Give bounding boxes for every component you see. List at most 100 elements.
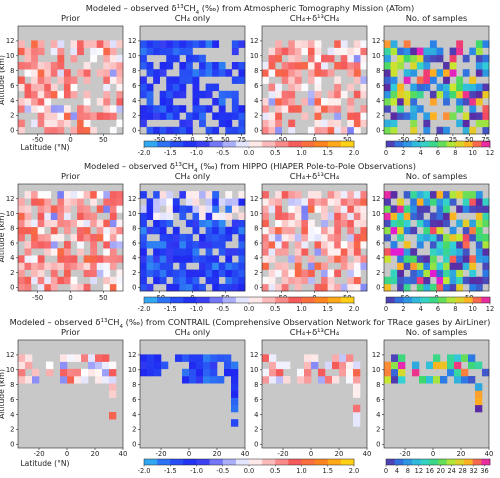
heatmap-cell — [262, 255, 269, 263]
heatmap-cell — [268, 198, 276, 206]
x-tick-label: 50 — [343, 136, 352, 144]
heatmap-cell — [159, 40, 167, 48]
heatmap-cell — [384, 105, 391, 113]
heatmap-cell — [212, 126, 220, 135]
heatmap-cell — [109, 248, 117, 256]
y-tick-label: 10 — [6, 52, 15, 60]
heatmap-cell — [314, 119, 322, 128]
heatmap-cell — [238, 105, 246, 113]
heatmap-cell — [449, 47, 457, 56]
heatmap-cell — [429, 76, 437, 84]
heatmap-cell — [456, 191, 464, 199]
heatmap-cell — [390, 112, 398, 120]
colorbar-swatch — [340, 459, 355, 465]
heatmap-cell — [334, 241, 342, 249]
heatmap-cell — [436, 233, 444, 242]
heatmap-cell — [397, 83, 404, 92]
heatmap-cell — [423, 62, 431, 70]
heatmap-cell — [218, 62, 226, 70]
heatmap-cell — [37, 198, 45, 206]
colorbar-swatch — [327, 459, 342, 465]
heatmap-cell — [347, 219, 355, 228]
heatmap-cell — [443, 255, 450, 263]
count-colorbar-swatch — [438, 297, 447, 303]
heatmap-cell — [192, 105, 200, 113]
heatmap-cell — [482, 54, 490, 63]
heatmap-cell — [275, 40, 282, 48]
heatmap-cell — [203, 361, 211, 370]
heatmap-cell — [109, 126, 117, 135]
heatmap-cell — [109, 226, 117, 235]
heatmap-cell — [403, 76, 411, 84]
y-axis-label: Altitude (km) — [0, 369, 6, 419]
heatmap-cell — [416, 54, 424, 63]
heatmap-cell — [192, 69, 200, 77]
heatmap-cell — [482, 62, 490, 70]
heatmap-cell — [268, 205, 276, 213]
heatmap-cell — [70, 262, 78, 270]
heatmap-cell — [210, 361, 218, 370]
heatmap-cell — [436, 126, 444, 135]
colorbar-swatch — [196, 297, 210, 303]
count-colorbar-swatch — [429, 297, 439, 303]
heatmap-cell — [403, 112, 411, 120]
heatmap-cell — [390, 212, 398, 220]
heatmap-cell — [334, 112, 342, 120]
heatmap-cell — [57, 205, 65, 213]
heatmap-cell — [347, 198, 355, 206]
heatmap-cell — [205, 248, 213, 256]
heatmap-cell — [50, 40, 58, 48]
heatmap-cell — [146, 83, 154, 92]
heatmap-cell — [146, 212, 154, 220]
heatmap-cell — [192, 198, 200, 206]
count-colorbar-tick-label: 8 — [406, 467, 410, 475]
heatmap-cell — [462, 226, 470, 235]
heatmap-cell — [456, 269, 464, 278]
heatmap-cell — [390, 119, 398, 128]
heatmap-cell — [353, 76, 361, 84]
panel-frame — [17, 339, 124, 449]
heatmap-cell — [429, 219, 437, 228]
heatmap-cell — [436, 212, 444, 220]
colorbar-swatch — [222, 141, 237, 147]
heatmap-cell — [288, 119, 296, 128]
count-colorbar-tick-label: 28 — [458, 467, 466, 475]
heatmap-cell — [360, 283, 368, 292]
heatmap-cell — [456, 40, 464, 48]
heatmap-cell — [410, 269, 418, 278]
heatmap-cell — [116, 69, 124, 77]
heatmap-cell — [403, 47, 411, 56]
heatmap-cell — [116, 276, 124, 285]
heatmap-cell — [449, 262, 457, 270]
heatmap-cell — [109, 212, 117, 220]
heatmap-cell — [347, 283, 355, 292]
heatmap-cell — [24, 255, 32, 263]
heatmap-cell — [416, 283, 424, 292]
heatmap-cell — [436, 47, 444, 56]
heatmap-cell — [218, 212, 226, 220]
heatmap-cell — [90, 40, 98, 48]
heatmap-cell — [410, 119, 418, 128]
heatmap-cell — [161, 361, 169, 370]
heatmap-cell — [461, 376, 469, 384]
heatmap-cell — [449, 226, 457, 235]
heatmap-cell — [90, 269, 98, 278]
heatmap-cell — [327, 198, 335, 206]
heatmap-cell — [307, 69, 315, 77]
heatmap-cell — [57, 219, 65, 228]
x-tick-label: 50 — [221, 136, 230, 144]
heatmap-cell — [205, 105, 213, 113]
heatmap-cell — [347, 105, 355, 113]
heatmap-cell — [212, 198, 220, 206]
heatmap-cell — [70, 76, 78, 84]
heatmap-cell — [172, 126, 180, 135]
heatmap-cell — [262, 191, 269, 199]
count-colorbar-swatch — [386, 459, 395, 465]
heatmap-cell — [109, 376, 117, 384]
heatmap-cell — [116, 105, 124, 113]
heatmap-cell — [384, 54, 391, 63]
heatmap-cell — [25, 376, 33, 384]
heatmap-cell — [468, 354, 476, 362]
heatmap-cell — [205, 219, 213, 228]
